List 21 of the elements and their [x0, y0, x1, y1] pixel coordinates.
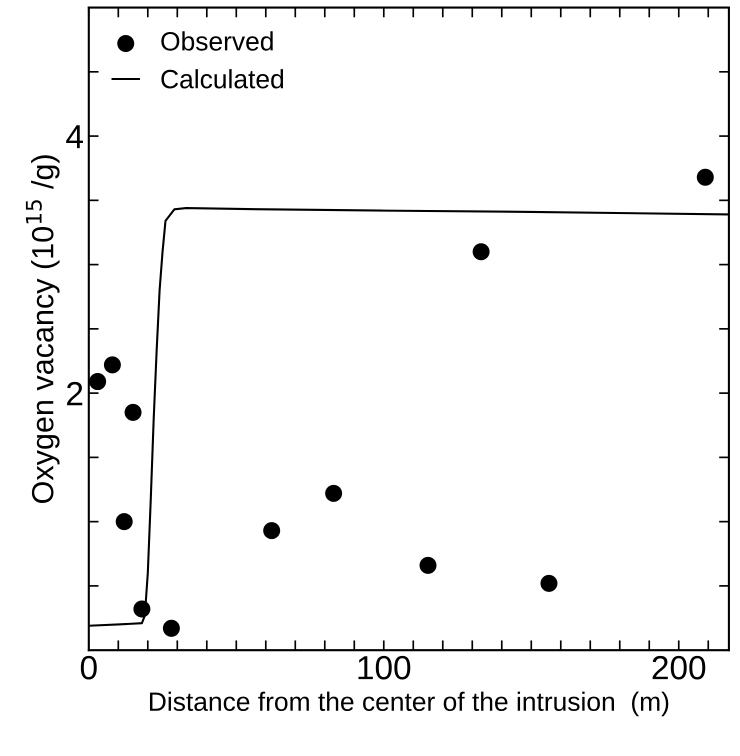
- point: [89, 373, 106, 390]
- legend-label: Observed: [161, 31, 273, 51]
- legend-label: Calculated: [161, 69, 284, 88]
- point: [696, 168, 714, 186]
- y-tick-label: 4: [66, 125, 83, 148]
- y-axis-title: Oxygen vacancy (10$^{15}$ /g): [26, 155, 60, 503]
- y-tick-label: 2: [67, 382, 82, 406]
- point: [420, 556, 437, 574]
- point: [540, 574, 558, 592]
- x-tick-label: 200: [652, 656, 706, 680]
- x-tick-label: 100: [358, 656, 410, 680]
- x-tick-label: 0: [80, 656, 97, 680]
- point: [124, 404, 142, 421]
- point: [104, 356, 121, 374]
- point: [116, 513, 133, 530]
- point: [133, 600, 150, 618]
- point: [472, 243, 490, 260]
- point: [263, 522, 280, 540]
- x-axis-title: Distance from the center of the intrusion (m): [150, 692, 668, 716]
- point: [325, 484, 342, 502]
- point: [162, 620, 180, 637]
